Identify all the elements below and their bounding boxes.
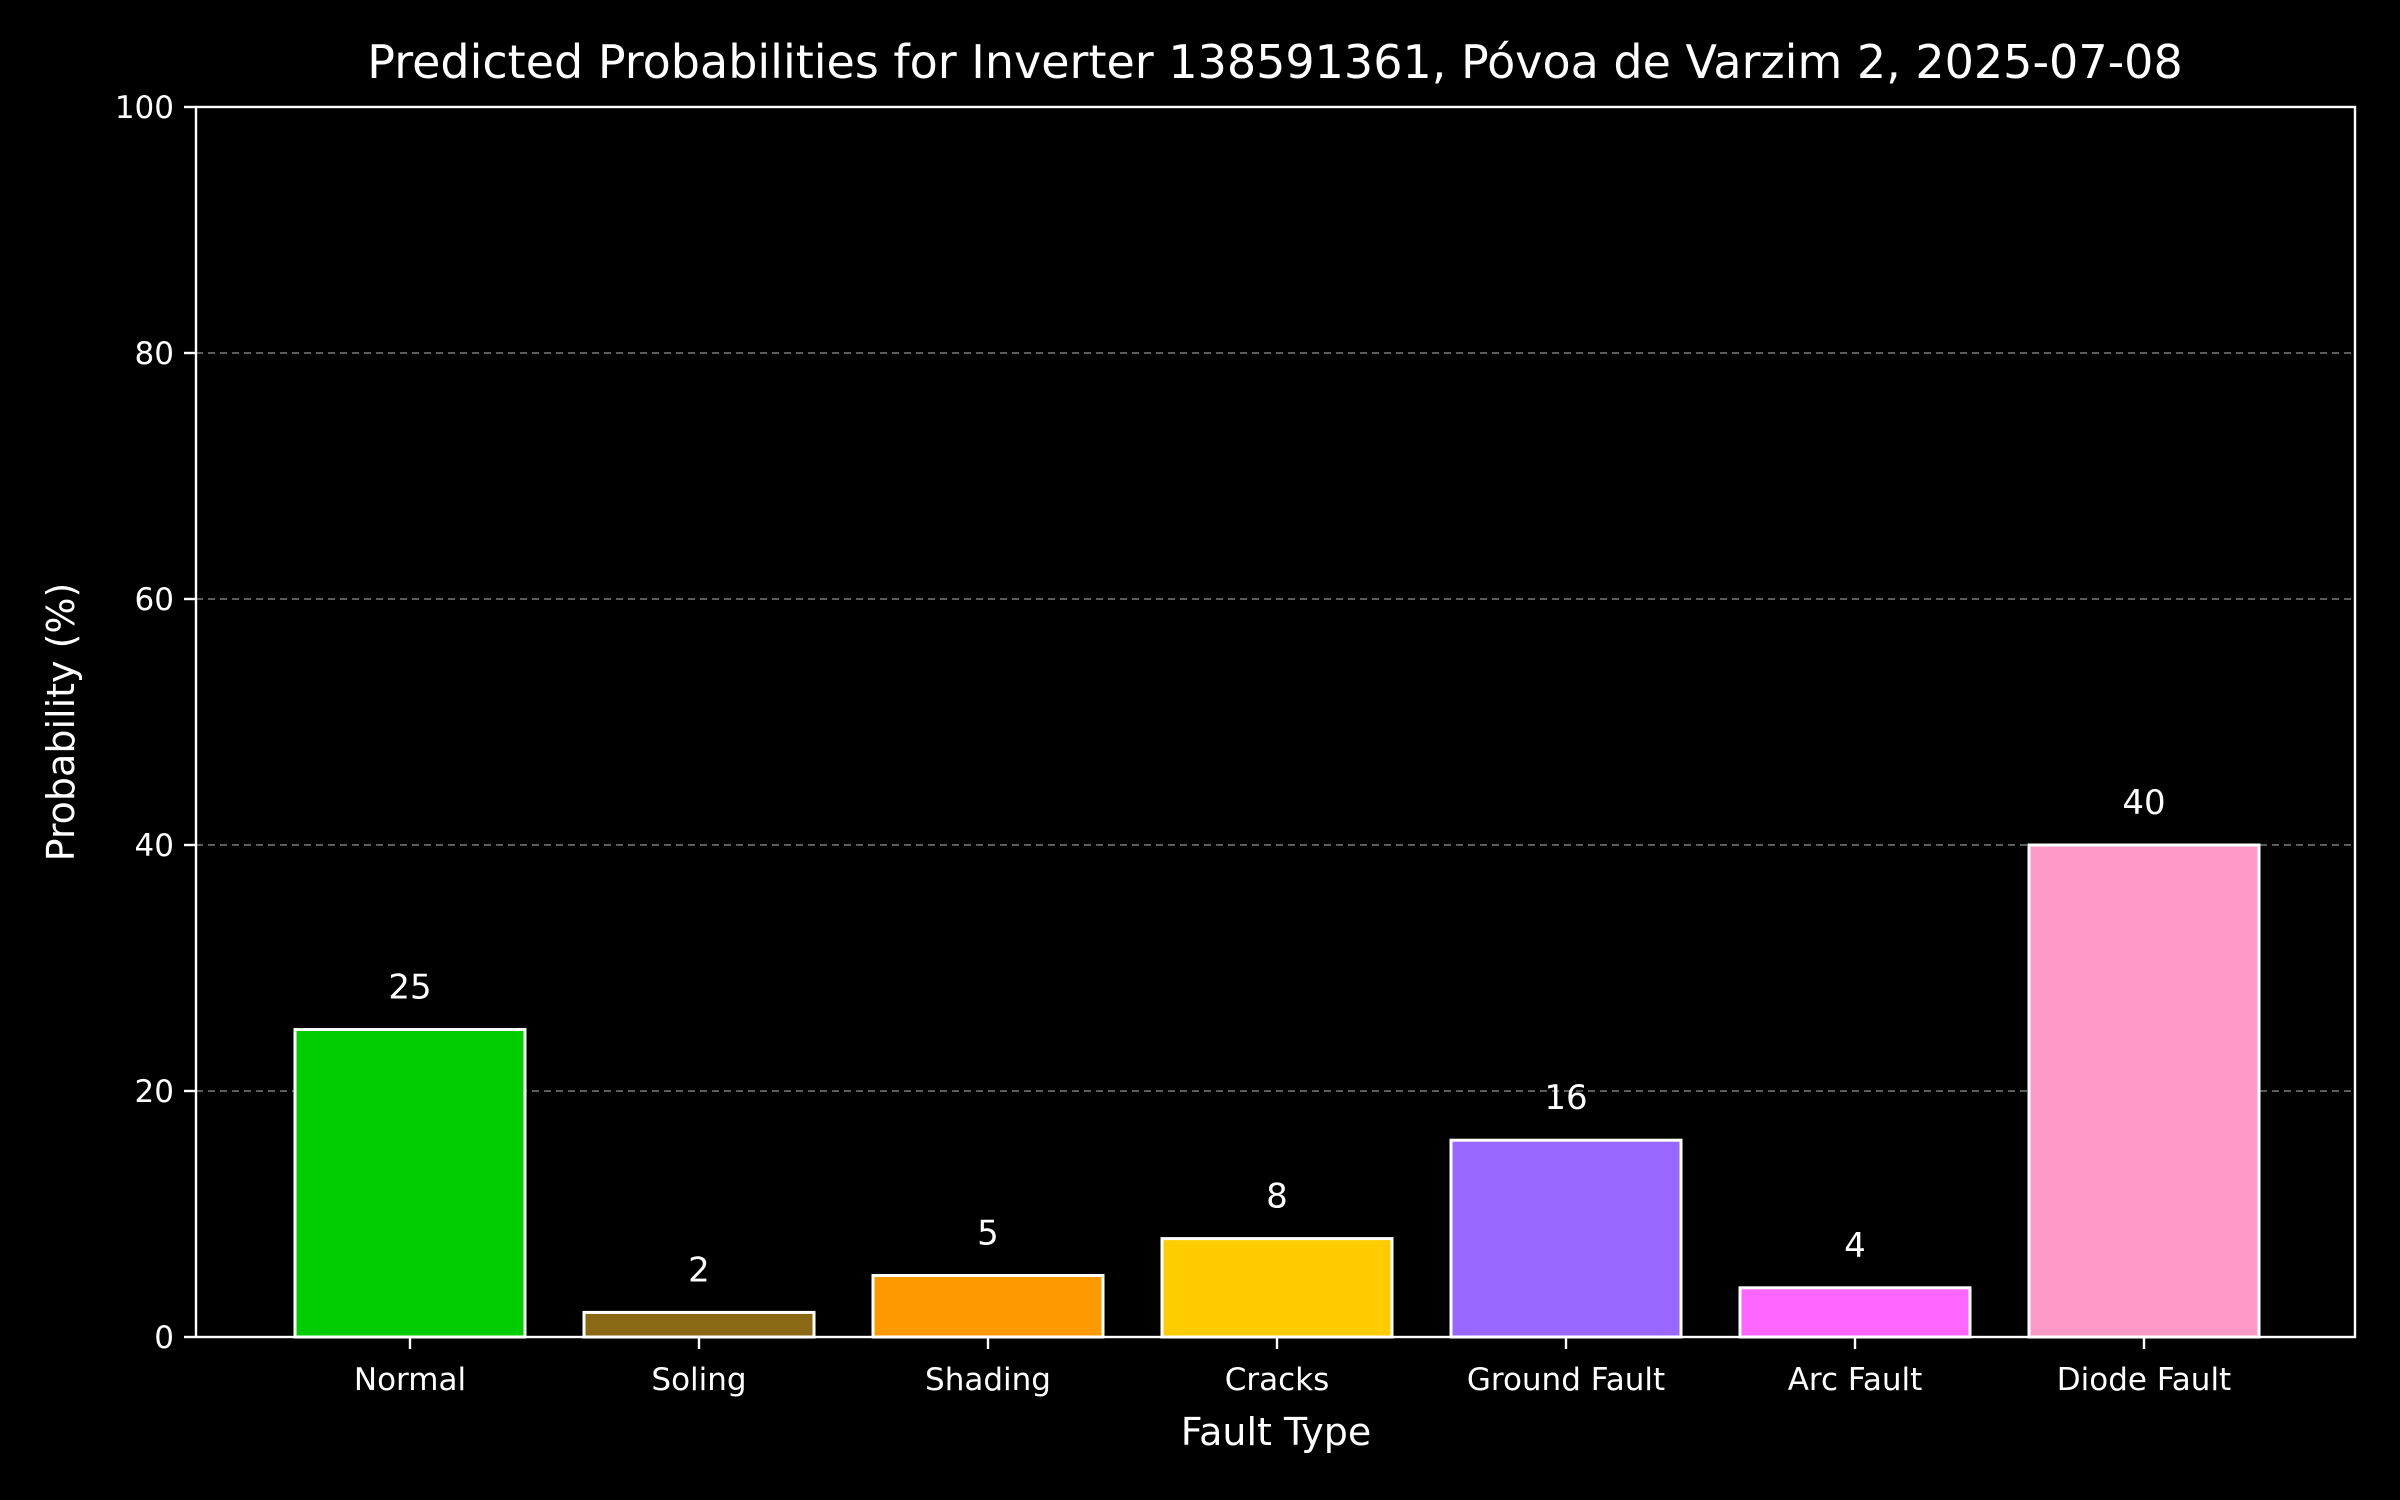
- x-tick-label-soling: Soling: [651, 1362, 746, 1398]
- data-label-ground-fault: 16: [1544, 1078, 1587, 1118]
- x-tick-label-ground-fault: Ground Fault: [1467, 1362, 1665, 1398]
- bar-ground-fault: [1449, 1138, 1683, 1339]
- bar-soling: [582, 1310, 816, 1339]
- bars: [293, 843, 2261, 1339]
- y-tick-label-0: 0: [154, 1320, 174, 1356]
- data-label-diode-fault: 40: [2122, 783, 2165, 823]
- bar-shading: [871, 1274, 1105, 1339]
- x-axis-ticks: Normal Soling Shading Cracks Ground Fault Arc…: [354, 1337, 2231, 1398]
- y-tick-label-100: 100: [115, 90, 174, 126]
- data-label-normal: 25: [388, 968, 431, 1008]
- x-tick-label-shading: Shading: [925, 1362, 1051, 1398]
- bar-arc-fault: [1738, 1286, 1972, 1339]
- bar-cracks: [1160, 1237, 1394, 1339]
- data-label-arc-fault: 4: [1844, 1226, 1866, 1266]
- x-tick-label-diode-fault: Diode Fault: [2057, 1362, 2231, 1398]
- y-tick-label-20: 20: [135, 1074, 174, 1110]
- chart-title: Predicted Probabilities for Inverter 138…: [367, 35, 2182, 89]
- data-label-cracks: 8: [1266, 1177, 1288, 1217]
- x-tick-label-normal: Normal: [354, 1362, 466, 1398]
- y-axis-ticks: 0 20 40 60 80 100: [115, 90, 196, 1356]
- x-axis-label: Fault Type: [1181, 1410, 1372, 1454]
- data-label-soling: 2: [688, 1250, 710, 1290]
- y-axis-label: Probability (%): [39, 583, 83, 862]
- x-tick-label-cracks: Cracks: [1225, 1362, 1330, 1398]
- y-tick-label-60: 60: [135, 582, 174, 618]
- data-label-shading: 5: [977, 1214, 999, 1254]
- bar-diode-fault: [2027, 843, 2261, 1339]
- y-tick-label-80: 80: [135, 336, 174, 372]
- axes-frame: [194, 105, 2357, 1339]
- y-tick-label-40: 40: [135, 828, 174, 864]
- bar-normal: [293, 1028, 527, 1339]
- x-tick-label-arc-fault: Arc Fault: [1788, 1362, 1923, 1398]
